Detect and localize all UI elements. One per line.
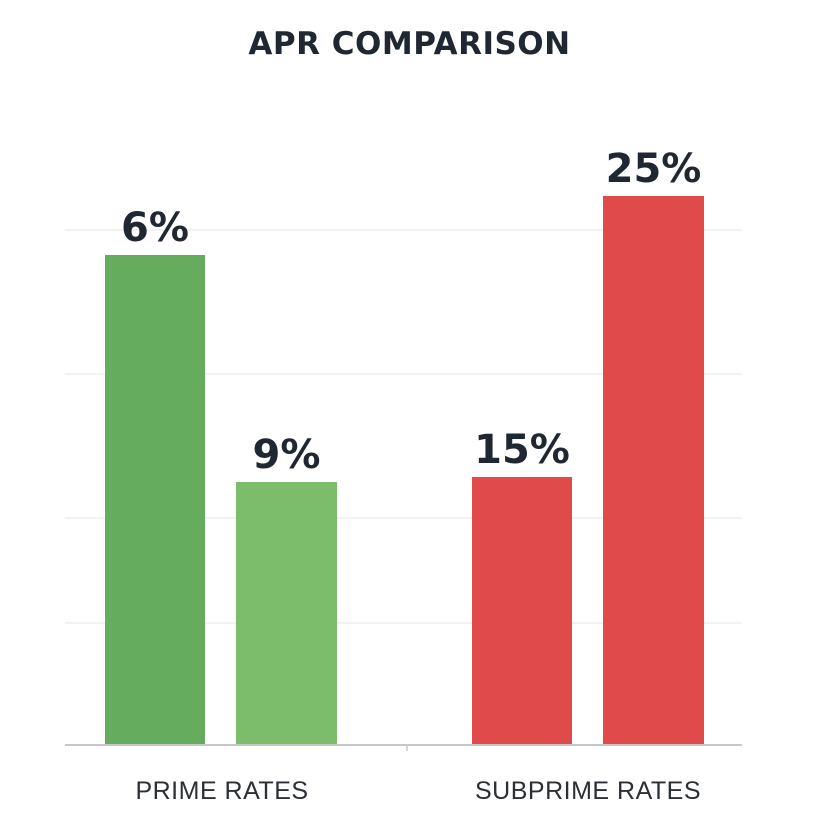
category-label-2: SUBPRIME RATES: [475, 777, 701, 805]
bar-2: [236, 482, 337, 745]
bar-1: [105, 255, 205, 745]
bar-3: [472, 477, 572, 745]
value-label-2: 9%: [253, 432, 321, 478]
chart-title: APR COMPARISON: [248, 26, 571, 62]
bar-4: [603, 196, 704, 745]
x-axis: PRIME RATES SUBPRIME RATES: [65, 744, 742, 805]
value-label-1: 6%: [121, 205, 189, 251]
value-label-3: 15%: [474, 427, 570, 473]
value-label-4: 25%: [606, 146, 702, 192]
value-labels: 6% 9% 15% 25%: [121, 146, 701, 478]
category-label-1: PRIME RATES: [135, 777, 308, 805]
bars: [105, 196, 704, 745]
